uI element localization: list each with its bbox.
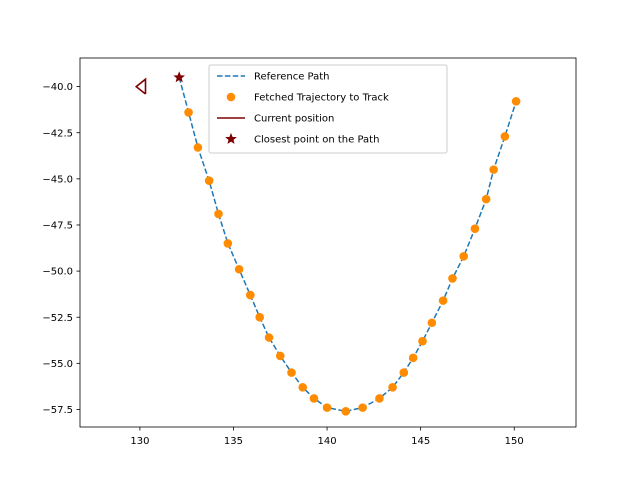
y-tick-label: −47.5 bbox=[42, 221, 73, 232]
trajectory-point bbox=[470, 224, 480, 233]
trajectory-point bbox=[408, 353, 418, 363]
trajectory-point bbox=[448, 274, 457, 283]
legend-label-trajectory: Fetched Trajectory to Track bbox=[254, 93, 389, 104]
axes-frame bbox=[79, 57, 577, 428]
trajectory-point bbox=[427, 318, 437, 328]
trajectory-point bbox=[341, 407, 351, 416]
x-tick-label: 150 bbox=[505, 436, 524, 447]
trajectory-point bbox=[255, 312, 264, 322]
y-tick-label: −55.0 bbox=[42, 359, 73, 370]
trajectory-point bbox=[246, 290, 255, 300]
trajectory-point bbox=[184, 108, 193, 117]
trajectory-point bbox=[459, 252, 468, 261]
trajectory-point bbox=[388, 383, 397, 392]
x-tick-label: 130 bbox=[130, 436, 149, 447]
trajectory-point bbox=[223, 239, 233, 248]
legend-label-current-position: Current position bbox=[254, 114, 334, 125]
x-tick-label: 145 bbox=[411, 436, 430, 447]
y-tick-label: −50.0 bbox=[42, 267, 73, 278]
trajectory-point bbox=[193, 143, 203, 152]
legend-handle-closest-point bbox=[225, 132, 237, 144]
legend-box bbox=[208, 64, 448, 154]
trajectory-point bbox=[358, 403, 367, 412]
trajectory-point bbox=[234, 264, 244, 274]
closest-point-star bbox=[173, 71, 185, 83]
trajectory-point bbox=[399, 368, 409, 377]
trajectory-point bbox=[481, 194, 491, 204]
current-position-marker bbox=[134, 77, 147, 95]
trajectory-point bbox=[264, 333, 274, 342]
trajectory-point bbox=[309, 394, 319, 403]
plot-area bbox=[134, 71, 521, 416]
legend-label-reference-path: Reference Path bbox=[254, 72, 330, 83]
series-group bbox=[134, 71, 521, 416]
trajectory-point bbox=[298, 383, 308, 392]
y-tick-label: −40.0 bbox=[42, 82, 73, 93]
y-tick-label: −52.5 bbox=[42, 313, 73, 324]
trajectory-point bbox=[275, 351, 285, 361]
x-tick-label: 140 bbox=[318, 436, 337, 447]
trajectory-point bbox=[375, 394, 384, 403]
x-tick-label: 135 bbox=[224, 436, 243, 447]
trajectory-point bbox=[204, 176, 214, 185]
trajectory-point bbox=[287, 368, 296, 377]
y-tick-label: −57.5 bbox=[42, 405, 73, 416]
trajectory-point bbox=[500, 132, 510, 141]
y-tick-label: −42.5 bbox=[42, 128, 73, 139]
trajectory-point bbox=[418, 336, 427, 346]
trajectory-point bbox=[438, 296, 448, 305]
trajectory-point bbox=[489, 165, 498, 174]
trajectory-point bbox=[214, 209, 223, 219]
legend: Reference Path Fetched Trajectory to Trac… bbox=[208, 64, 448, 154]
trajectory-point bbox=[511, 97, 521, 106]
trajectory-point bbox=[322, 403, 332, 412]
axes: 130 135 140 145 150 −40.0 −42.5 −45.0 −47.5 −50.0… bbox=[42, 57, 577, 447]
legend-label-closest-point: Closest point on the Path bbox=[254, 135, 379, 146]
y-tick-label: −45.0 bbox=[42, 174, 73, 185]
legend-handle-trajectory bbox=[226, 92, 236, 102]
